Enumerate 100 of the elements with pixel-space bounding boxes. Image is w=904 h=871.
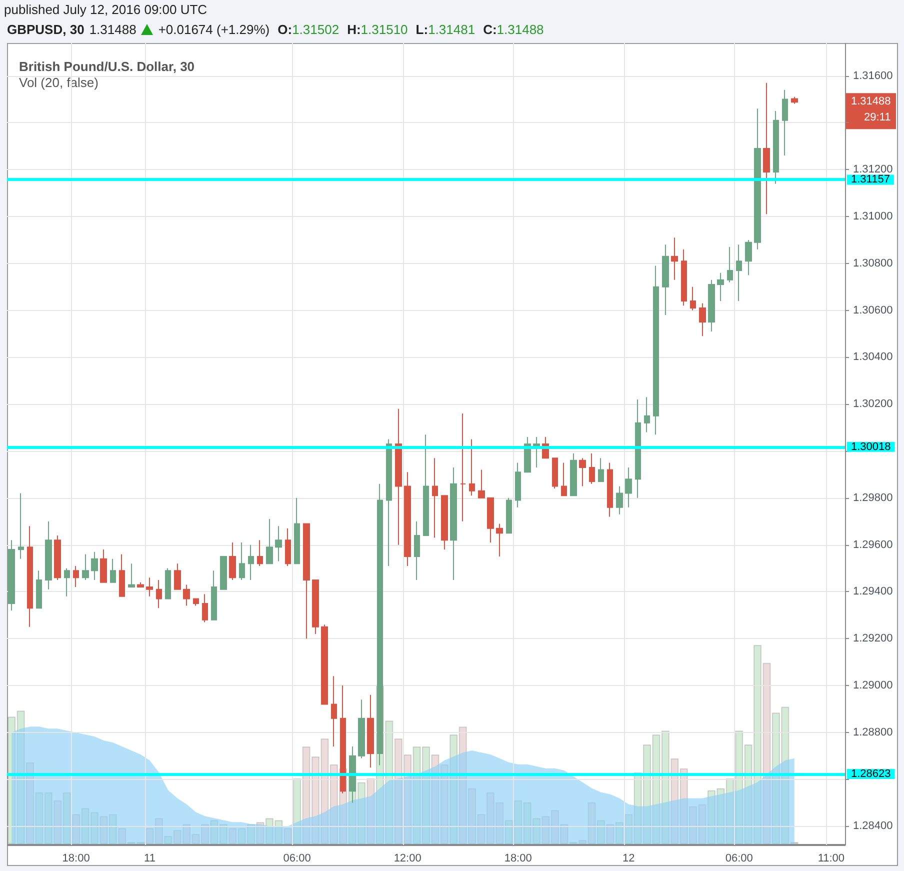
y-tick-label: 1.30400 xyxy=(853,351,893,364)
candlestick xyxy=(183,584,190,606)
candlestick xyxy=(414,520,420,581)
candlestick xyxy=(266,518,273,564)
candlestick xyxy=(27,526,33,628)
y-tick-label: 1.29000 xyxy=(853,680,893,692)
text: C:1.31488 xyxy=(483,22,544,37)
text: L:1.31481 xyxy=(416,22,476,37)
candlestick xyxy=(45,520,52,590)
y-tick-label: 1.31600 xyxy=(853,70,893,82)
candlestick xyxy=(616,486,623,515)
candlestick xyxy=(386,438,392,566)
candlestick xyxy=(294,497,300,564)
candlestick xyxy=(358,699,365,759)
x-tick-label: 06:00 xyxy=(283,852,311,864)
candlestick xyxy=(395,408,402,546)
candlestick xyxy=(681,248,687,306)
candlestick xyxy=(275,526,282,562)
candlestick xyxy=(432,458,438,538)
y-tick-label: 1.28800 xyxy=(853,726,893,738)
candlestick xyxy=(110,558,116,583)
candlestick xyxy=(156,580,162,609)
candlestick xyxy=(331,676,337,748)
candlestick xyxy=(312,580,319,634)
candlestick xyxy=(717,272,724,302)
y-tick-label: 1.29400 xyxy=(853,586,893,598)
candlestick xyxy=(100,549,107,583)
text: 1.31488 xyxy=(89,22,136,37)
candlestick xyxy=(128,563,135,588)
candlestick xyxy=(763,82,770,215)
x-tick-label: 11:00 xyxy=(818,852,845,864)
candlestick xyxy=(73,565,79,588)
text: H:1.31510 xyxy=(347,22,408,37)
x-tick-label: 18:00 xyxy=(504,852,532,864)
y-tick-label: 1.29800 xyxy=(853,492,893,504)
candlestick xyxy=(773,110,779,184)
candlestick xyxy=(782,89,788,156)
y-tick-label: 1.31000 xyxy=(853,210,893,223)
y-tick-label: 1.30600 xyxy=(853,304,893,316)
candlestick xyxy=(450,466,457,581)
text: British Pound/U.S. Dollar, 30 xyxy=(19,59,195,74)
y-tick-label: 1.28400 xyxy=(853,820,893,832)
candlestick xyxy=(18,492,24,560)
candlestick xyxy=(54,534,61,581)
y-tick-label: 1.29200 xyxy=(853,632,893,645)
candlestick xyxy=(8,540,15,611)
candlestick xyxy=(561,462,567,496)
candlestick xyxy=(229,542,236,581)
candlestick xyxy=(506,497,512,534)
y-tick-label: 1.30200 xyxy=(853,398,893,410)
candlestick xyxy=(625,466,632,508)
candlestick xyxy=(91,551,98,581)
candlestick xyxy=(220,556,227,590)
candlestick xyxy=(404,472,411,566)
x-tick-label: 18:00 xyxy=(62,852,90,864)
candlestick xyxy=(303,523,310,640)
candlestick xyxy=(257,540,263,566)
ref-line-label: 1.31157 xyxy=(851,174,890,186)
y-tick-label: 1.30800 xyxy=(853,257,893,270)
candlestick xyxy=(635,398,641,498)
ref-line-label: 1.28623 xyxy=(851,768,891,780)
candlestick xyxy=(791,96,798,104)
candlestick xyxy=(441,495,448,550)
candlestick xyxy=(644,396,650,433)
text: 29:11 xyxy=(864,112,891,124)
ref-line-label: 1.30018 xyxy=(851,440,891,453)
candlestick xyxy=(487,497,494,543)
candlestick xyxy=(423,434,429,536)
candlestick xyxy=(137,582,144,588)
candlestick xyxy=(367,694,374,768)
candlestick xyxy=(202,594,208,623)
candlestick xyxy=(570,452,577,496)
candlestick xyxy=(496,523,503,558)
candlestick xyxy=(533,436,540,468)
y-tick-label: 1.31200 xyxy=(853,164,893,176)
candlestick xyxy=(607,462,613,518)
candlestick xyxy=(579,458,586,487)
candlestick xyxy=(690,286,696,311)
candlestick xyxy=(64,568,70,597)
candlestick xyxy=(248,544,254,581)
candlestick xyxy=(589,452,595,484)
candlestick xyxy=(662,244,669,316)
x-tick-label: 06:00 xyxy=(725,852,753,864)
candlestick xyxy=(82,554,89,581)
candlestick xyxy=(211,570,217,620)
candlestick xyxy=(524,436,531,473)
y-tick-label: 1.29600 xyxy=(853,538,893,551)
candlestick xyxy=(754,108,761,250)
x-tick-label: 12 xyxy=(622,852,635,864)
candlestick xyxy=(653,265,659,436)
candlestick xyxy=(174,563,181,590)
text: O:1.31502 xyxy=(278,22,340,37)
candlestick xyxy=(736,244,742,302)
candlestick xyxy=(460,413,466,522)
x-tick-label: 11 xyxy=(144,852,156,864)
candlestick xyxy=(193,598,199,606)
candlestick xyxy=(165,568,171,600)
candlestick xyxy=(745,239,752,276)
text: 1.31488 xyxy=(851,96,891,108)
candlestick xyxy=(598,458,604,482)
